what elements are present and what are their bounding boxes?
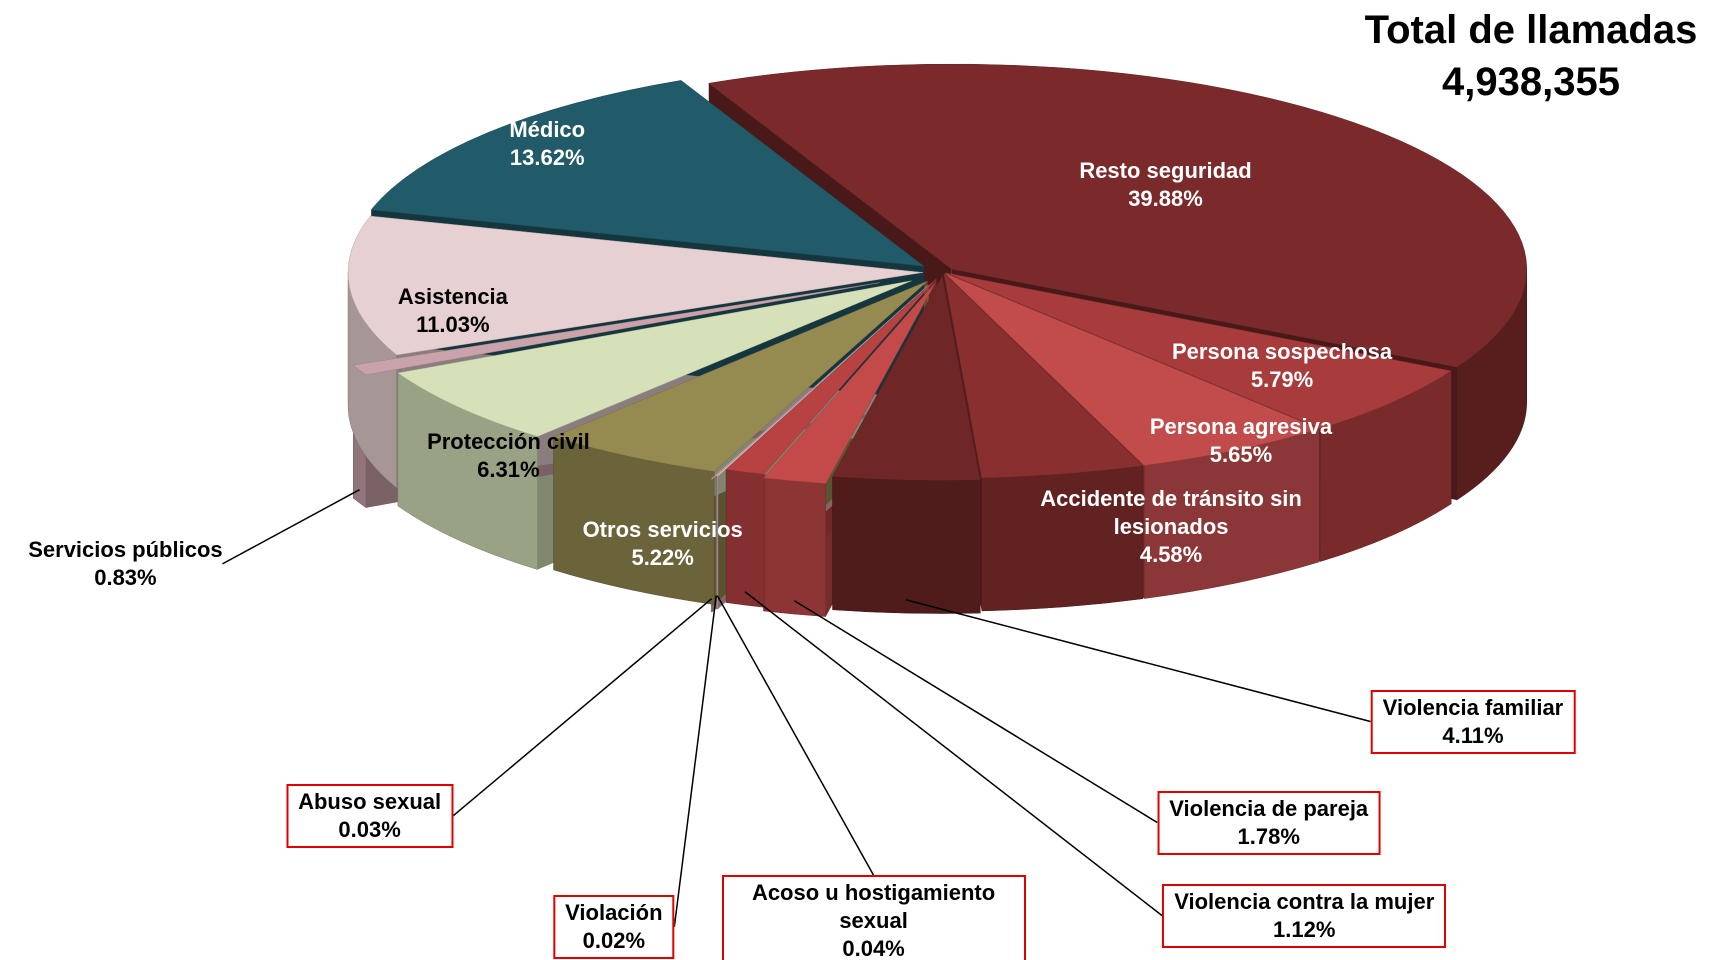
slice-label: Persona agresiva 5.65% xyxy=(1150,413,1332,469)
slice-label: Violación 0.02% xyxy=(553,894,675,959)
value-label: 1.78% xyxy=(1237,823,1300,849)
chart-subtitle: 4,938,355 xyxy=(1442,60,1620,104)
category-label: Servicios públicos xyxy=(28,536,223,562)
category-label: Médico xyxy=(509,117,586,143)
slice-label: Resto seguridad 39.88% xyxy=(1079,157,1251,213)
leader-line xyxy=(794,600,1158,824)
category-label: Violación xyxy=(565,899,663,925)
title-block: Total de llamadas 4,938,355 xyxy=(1341,4,1721,108)
category-label: Persona sospechosa xyxy=(1171,339,1393,365)
category-label: Asistencia xyxy=(397,283,508,309)
slice xyxy=(943,272,1144,479)
value-label: 39.88% xyxy=(1128,186,1203,212)
value-label: 11.03% xyxy=(416,311,490,337)
category-label: Otros servicios xyxy=(582,516,743,542)
leader-line xyxy=(744,591,1163,917)
slice-label: Violencia contra la mujer 1.12% xyxy=(1162,883,1447,948)
category-label: Acoso u hostigamiento sexual xyxy=(751,880,996,934)
slice-side xyxy=(763,477,827,617)
slice-label: Otros servicios 5.22% xyxy=(583,516,743,572)
slice xyxy=(832,274,981,481)
category-label: Abuso sexual xyxy=(298,788,442,814)
slice xyxy=(352,282,880,376)
leader-line xyxy=(452,598,713,817)
slice xyxy=(397,280,912,437)
slice-label: Violencia familiar 4.11% xyxy=(1370,689,1576,754)
value-label: 6.31% xyxy=(477,457,540,483)
slice xyxy=(725,278,937,475)
leader-line xyxy=(222,489,360,565)
slice-label: Protección civil 6.31% xyxy=(427,428,590,484)
category-label: Persona agresiva xyxy=(1149,413,1333,439)
value-label: 0.83% xyxy=(94,564,157,590)
slice xyxy=(710,288,925,480)
category-label: Resto seguridad xyxy=(1079,158,1252,184)
leader-line xyxy=(716,595,875,876)
value-label: 13.62% xyxy=(509,145,585,171)
slice xyxy=(708,63,1527,368)
slice-label: Acoso u hostigamiento sexual 0.04% xyxy=(721,875,1026,960)
slice-side xyxy=(832,476,981,614)
slice xyxy=(552,280,928,472)
slice xyxy=(944,272,1320,466)
slice-label: Asistencia 11.03% xyxy=(398,283,508,339)
top-faces xyxy=(347,63,1527,484)
slice-label: Persona sospechosa 5.79% xyxy=(1172,338,1392,394)
value-label: 0.04% xyxy=(842,936,905,960)
value-label: 5.65% xyxy=(1209,441,1273,467)
slice xyxy=(762,282,936,484)
value-label: 5.22% xyxy=(631,544,694,570)
slice-label: Abuso sexual 0.03% xyxy=(286,783,454,848)
side-faces xyxy=(347,269,1527,617)
category-label: Protección civil xyxy=(427,429,590,455)
leader-line xyxy=(673,595,718,927)
category-label: Violencia de pareja xyxy=(1169,795,1369,821)
value-label: 0.02% xyxy=(582,927,646,953)
slice xyxy=(946,272,1452,429)
category-label: Violencia contra la mujer xyxy=(1174,888,1435,914)
category-label: Accidente de tránsito sin lesionados xyxy=(1040,486,1302,540)
value-label: 5.79% xyxy=(1250,367,1314,393)
value-label: 4.58% xyxy=(1139,542,1203,568)
value-label: 4.11% xyxy=(1442,722,1504,748)
slice-label: Accidente de tránsito sin lesionados 4.58… xyxy=(1016,485,1326,569)
slice xyxy=(370,80,925,267)
leader-line xyxy=(905,599,1371,723)
slice xyxy=(347,215,924,356)
slice-label: Violencia de pareja 1.78% xyxy=(1157,790,1381,855)
value-label: 1.12% xyxy=(1273,916,1336,942)
category-label: Violencia familiar xyxy=(1382,694,1564,720)
slice-label: Servicios públicos 0.83% xyxy=(28,536,222,592)
chart-title: Total de llamadas xyxy=(1364,8,1698,52)
value-label: 0.03% xyxy=(338,816,401,842)
slice-label: Médico 13.62% xyxy=(509,116,585,172)
